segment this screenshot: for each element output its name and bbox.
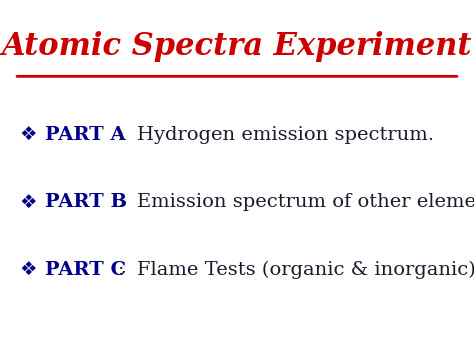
Text: PART B: PART B — [45, 193, 127, 211]
Text: ❖: ❖ — [19, 193, 36, 212]
Text: PART A: PART A — [45, 126, 126, 144]
Text: ❖: ❖ — [19, 260, 36, 279]
Text: :  Hydrogen emission spectrum.: : Hydrogen emission spectrum. — [118, 126, 435, 144]
Text: PART C: PART C — [45, 261, 126, 279]
Text: :  Flame Tests (organic & inorganic).: : Flame Tests (organic & inorganic). — [118, 261, 474, 279]
Text: :  Emission spectrum of other elements.: : Emission spectrum of other elements. — [118, 193, 474, 211]
Text: Atomic Spectra Experiment: Atomic Spectra Experiment — [2, 31, 472, 62]
Text: ❖: ❖ — [19, 125, 36, 144]
